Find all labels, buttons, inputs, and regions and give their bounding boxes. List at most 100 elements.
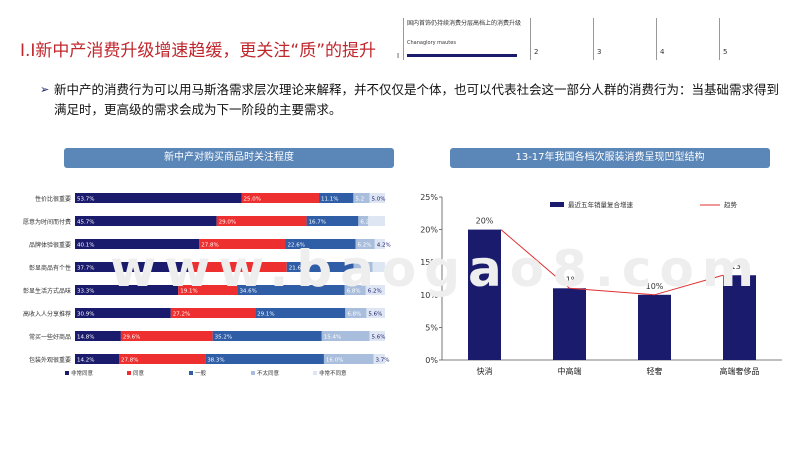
category-label: 性价比很重要 <box>35 195 71 203</box>
page-title: I.I新中产消费升级增速趋缓，更关注“质”的提升 <box>20 41 377 61</box>
legend-swatch <box>65 371 69 375</box>
bar-segment <box>306 216 359 226</box>
bar <box>638 294 671 360</box>
category-label: 彰显商品有个性 <box>29 264 71 272</box>
bar-segment <box>199 239 286 249</box>
step-1[interactable]: I <box>397 52 400 60</box>
bar-segment <box>286 262 354 272</box>
bar-segment <box>75 354 120 364</box>
step-2[interactable]: 2 <box>534 48 539 56</box>
trend-line <box>500 229 724 296</box>
data-label: 37.7% <box>77 266 94 272</box>
bar-segment <box>75 216 217 226</box>
data-label: 40.1% <box>77 243 94 249</box>
bar-segment <box>369 331 385 341</box>
data-label: 15.4% <box>324 335 341 341</box>
bar-segment <box>345 308 367 318</box>
category-label: 中高端 <box>558 366 582 376</box>
data-label: 34.6% <box>239 289 256 295</box>
data-label: 21.6% <box>289 266 306 272</box>
step-divider <box>403 18 404 60</box>
data-label: 6.8% <box>347 312 361 318</box>
bar-segment <box>75 193 242 203</box>
step-divider <box>719 18 720 60</box>
data-label: 29.6% <box>123 335 140 341</box>
watermark: www.baogao8.com <box>110 240 763 298</box>
data-label: 16.7% <box>309 220 326 226</box>
y-tick-label: 25% <box>420 193 438 202</box>
data-label: 38.3% <box>207 358 224 364</box>
bar-segment <box>374 239 385 249</box>
category-label: 包装外观很重要 <box>29 356 71 364</box>
bar-segment <box>318 193 354 203</box>
bar-segment <box>366 308 385 318</box>
data-label: 6.2% <box>358 243 372 249</box>
legend-swatch <box>550 202 564 207</box>
data-label: 30.9% <box>77 312 94 318</box>
step-divider <box>656 18 657 60</box>
bullet-arrow-icon: ➢ <box>40 83 50 96</box>
data-label: 11.1% <box>321 197 338 203</box>
step-4[interactable]: 4 <box>660 48 665 56</box>
category-label: 轻奢 <box>647 366 663 376</box>
bar <box>723 275 756 360</box>
data-label: 6.2% <box>360 220 374 226</box>
y-tick-label: 10% <box>420 291 438 300</box>
step-3[interactable]: 3 <box>597 48 602 56</box>
data-label: 4.2% <box>377 243 391 249</box>
data-label: 10% <box>646 282 664 291</box>
bar-segment <box>323 354 374 364</box>
legend-swatch <box>189 371 193 375</box>
data-label: 35.2% <box>215 335 232 341</box>
legend-label: 非常不同意 <box>319 369 347 377</box>
data-label: 29.0% <box>219 220 236 226</box>
bar-segment <box>321 331 370 341</box>
bar-segment <box>353 262 373 272</box>
bar-segment <box>369 193 385 203</box>
category-label: 常买一些好商品 <box>29 333 71 341</box>
bar-segment <box>75 308 171 318</box>
bullet-text: 新中产的消费行为可以用马斯洛需求层次理论来解释，并不仅仅是个体，也可以代表社会这… <box>54 82 780 117</box>
data-label: 6.2% <box>368 289 382 295</box>
bar-segment <box>75 285 179 295</box>
data-label: 5.6% <box>372 335 386 341</box>
bar-segment <box>358 216 369 226</box>
left-chart-header: 新中产对购买商品时关注程度 <box>64 148 394 168</box>
bar-segment <box>191 262 287 272</box>
data-label: 22.6% <box>287 243 304 249</box>
category-label: 品牌体验很重要 <box>29 241 71 249</box>
data-label: 13% <box>731 262 749 271</box>
bar-segment <box>355 239 375 249</box>
data-label: 19.1% <box>180 289 197 295</box>
bar <box>553 288 586 360</box>
step-divider <box>530 18 531 60</box>
legend-label: 趋势 <box>724 200 738 209</box>
bar-segment <box>170 308 256 318</box>
bar-segment <box>178 285 238 295</box>
category-label: 高收入人分享推荐 <box>23 310 71 318</box>
y-tick-label: 0% <box>425 356 438 365</box>
bar-segment <box>212 331 322 341</box>
bar-segment <box>365 285 385 295</box>
bar-segment <box>75 262 192 272</box>
bar-segment <box>216 216 307 226</box>
step-5[interactable]: 5 <box>723 48 728 56</box>
bar-segment <box>373 354 385 364</box>
bar-segment <box>237 285 345 295</box>
bar-segment <box>344 285 366 295</box>
stepper-caption: 国内首饰仍持续消费分层高档上的消费升级 <box>407 20 522 27</box>
data-label: 16.0% <box>326 358 343 364</box>
section-stepper: 国内首饰仍持续消费分层高档上的消费升级 Chanaglory mautes I … <box>395 14 795 64</box>
bar <box>468 229 501 360</box>
bar-segment <box>368 216 385 226</box>
data-label: 6.8% <box>347 289 361 295</box>
data-label: 20% <box>476 217 494 226</box>
right-bar-line-chart: 0% 5% 10% 15% 20% 25% 20% 快消 11% 中高端 10% 轻奢 13% 高端奢侈品… <box>420 193 782 376</box>
legend-label: 最近五年销量复合增速 <box>568 200 634 209</box>
bar-segment <box>119 354 206 364</box>
bar-segment <box>353 193 370 203</box>
category-label: 愿意为时间而付费 <box>23 218 71 226</box>
y-tick-label: 20% <box>420 226 438 235</box>
bar-segment <box>285 239 356 249</box>
legend-label: 同意 <box>133 369 145 377</box>
